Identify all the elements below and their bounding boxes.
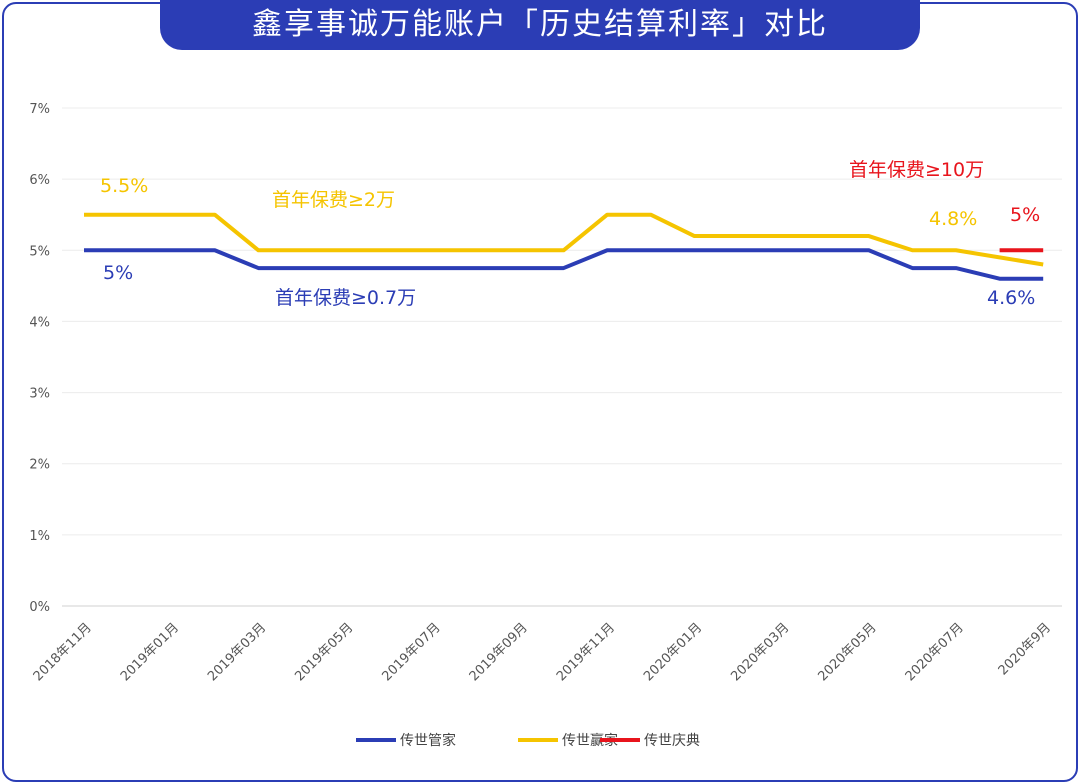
x-tick-label: 2018年11月 <box>31 620 95 684</box>
annotation-label: 5% <box>1010 204 1040 226</box>
y-tick-label: 5% <box>29 244 50 259</box>
series-line-1 <box>84 212 1044 267</box>
annotation-label: 4.6% <box>987 287 1035 309</box>
annotation-label: 5% <box>103 262 133 284</box>
annotation-label: 首年保费≥0.7万 <box>275 287 416 309</box>
y-tick-label: 1% <box>29 529 50 544</box>
x-tick-label: 2019年09月 <box>467 620 531 684</box>
y-tick-label: 6% <box>29 173 50 188</box>
x-tick-label: 2019年11月 <box>554 620 618 684</box>
annotation-label: 首年保费≥10万 <box>849 159 984 181</box>
x-tick-label: 2020年01月 <box>641 620 705 684</box>
y-tick-label: 4% <box>29 315 50 330</box>
x-tick-label: 2020年05月 <box>816 620 880 684</box>
y-tick-label: 7% <box>29 102 50 117</box>
y-tick-label: 3% <box>29 387 50 402</box>
y-tick-label: 0% <box>29 600 50 615</box>
legend-label: 传世庆典 <box>644 733 700 749</box>
annotation-label: 5.5% <box>100 175 148 197</box>
x-tick-label: 2019年05月 <box>292 620 356 684</box>
x-tick-label: 2019年03月 <box>205 620 269 684</box>
legend-label: 传世管家 <box>400 732 456 749</box>
annotation-label: 4.8% <box>929 208 977 230</box>
x-tick-label: 2020年03月 <box>728 620 792 684</box>
x-tick-label: 2020年07月 <box>903 620 967 684</box>
x-tick-label: 2020年9月 <box>996 620 1054 678</box>
x-tick-label: 2019年07月 <box>380 620 444 684</box>
annotation-label: 首年保费≥2万 <box>272 189 395 211</box>
series-line-0 <box>84 248 1044 281</box>
legend-label: 传世赢家 <box>562 732 618 749</box>
chart-title: 鑫享事诚万能账户「历史结算利率」对比 <box>160 0 920 50</box>
y-tick-label: 2% <box>29 458 50 473</box>
x-tick-label: 2019年01月 <box>118 620 182 684</box>
